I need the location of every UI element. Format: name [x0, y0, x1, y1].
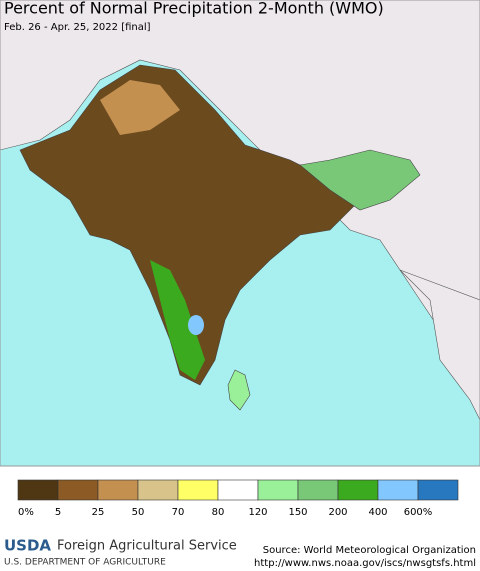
legend-label: 70	[172, 507, 185, 518]
legend-label: 400	[368, 507, 387, 518]
northeast-area	[299, 149, 421, 211]
legend-swatch	[177, 479, 219, 501]
legend-label: 50	[132, 507, 145, 518]
south-asia-land	[19, 64, 361, 386]
legend-swatch	[257, 479, 299, 501]
legend-swatch	[217, 479, 259, 501]
source: Source: World Meteorological Organizatio…	[263, 545, 476, 556]
legend-swatch	[337, 479, 379, 501]
legend-label: 80	[212, 507, 225, 518]
legend-label: 5	[55, 507, 61, 518]
legend-swatch	[97, 479, 139, 501]
logo: USDA	[4, 537, 51, 555]
legend-label: 120	[248, 507, 267, 518]
map-frame	[0, 0, 480, 467]
legend: 0% 5 25 50 70 80 120 150 200 400 600%	[17, 479, 459, 518]
legend-swatch	[17, 479, 59, 501]
title: Percent of Normal Precipitation 2-Month …	[4, 0, 384, 18]
sri-lanka	[227, 369, 251, 411]
legend-label: 150	[288, 507, 307, 518]
legend-label: 0%	[18, 507, 34, 518]
legend-swatch	[57, 479, 99, 501]
southwest-coast-area	[150, 260, 205, 380]
legend-swatch	[137, 479, 179, 501]
footer	[0, 530, 480, 571]
legend-swatch	[377, 479, 419, 501]
northwest-area	[100, 80, 180, 135]
legend-label: 200	[328, 507, 347, 518]
subtitle: Feb. 26 - Apr. 25, 2022 [final]	[4, 22, 151, 33]
legend-swatch	[297, 479, 339, 501]
legend-swatch	[417, 479, 459, 501]
legend-label: 600%	[404, 507, 433, 518]
department: U.S. DEPARTMENT OF AGRICULTURE	[4, 558, 166, 568]
source-url: http://www.nws.noaa.gov/iscs/nwsgtsfs.ht…	[254, 558, 476, 569]
legend-label: 25	[92, 507, 105, 518]
wet-area	[188, 315, 204, 335]
southeast-land	[399, 269, 480, 421]
agency: Foreign Agricultural Service	[57, 539, 237, 554]
